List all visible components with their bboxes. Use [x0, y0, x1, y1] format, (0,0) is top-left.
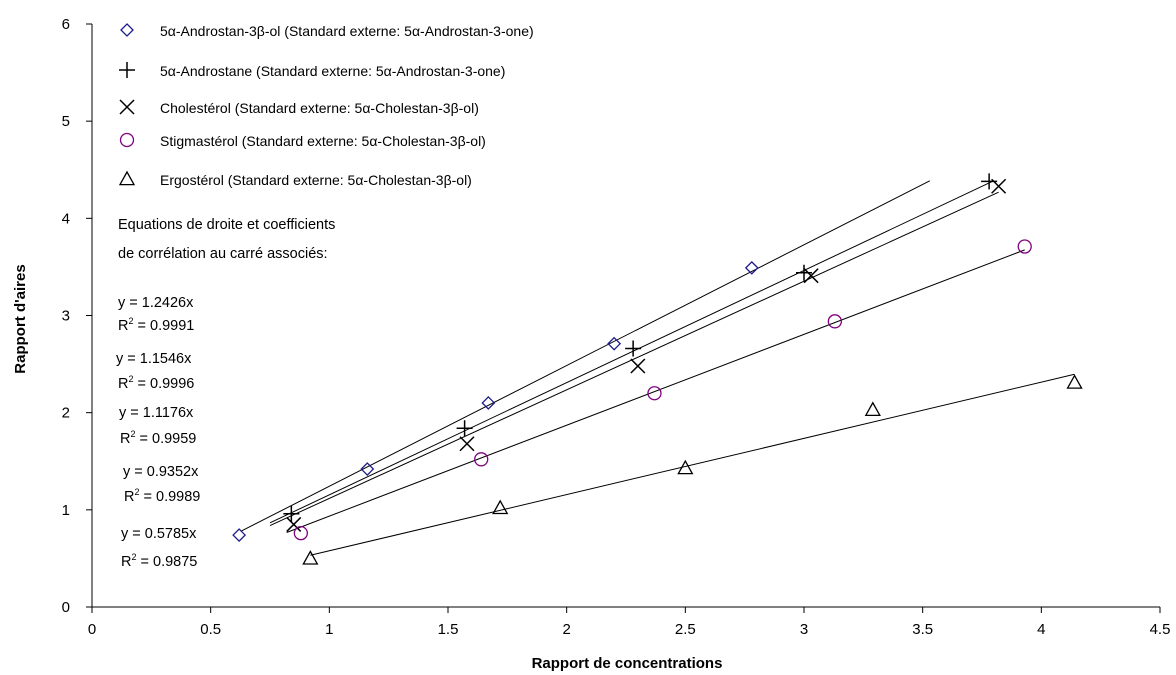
- legend-label: Ergostérol (Standard externe: 5α-Cholest…: [160, 172, 472, 188]
- x-tick-label: 2.5: [675, 621, 696, 638]
- x-tick-label: 4: [1037, 621, 1045, 638]
- cross-marker: [286, 516, 302, 532]
- equation-label: y = 1.1546x: [116, 351, 192, 367]
- plus-marker: [625, 340, 642, 357]
- cross-marker: [630, 358, 646, 374]
- equation-label: y = 0.5785x: [121, 526, 197, 542]
- r-squared-label: R2 = 0.9989: [124, 487, 200, 505]
- r-squared-label: R2 = 0.9991: [118, 316, 194, 334]
- x-tick-label: 4.5: [1150, 621, 1171, 638]
- triangle-marker: [118, 170, 136, 186]
- y-axis-title: Rapport d'aires: [12, 264, 29, 373]
- r-squared-label: R2 = 0.9875: [121, 552, 197, 570]
- cross-marker: [119, 99, 135, 115]
- y-tick-label: 0: [62, 599, 70, 616]
- x-tick-label: 0.5: [200, 621, 221, 638]
- circle-marker: [647, 386, 662, 401]
- diamond-marker: [360, 462, 375, 476]
- x-tick-label: 3: [800, 621, 808, 638]
- plus-marker: [796, 264, 812, 281]
- y-tick-label: 5: [62, 113, 70, 130]
- equation-annotations: Equations de droite et coefficients de co…: [116, 217, 335, 570]
- legend-label: 5α-Androstane (Standard externe: 5α-Andr…: [160, 63, 505, 79]
- legend-label: Stigmastérol (Standard externe: 5α-Chole…: [160, 133, 486, 149]
- diamond-marker: [120, 23, 134, 37]
- legend-label: Cholestérol (Standard externe: 5α-Choles…: [160, 100, 479, 116]
- circle-marker: [1017, 239, 1032, 254]
- trendline: [269, 180, 995, 524]
- cross-marker: [803, 268, 819, 284]
- plus-marker: [283, 505, 300, 522]
- annotation-header-line: Equations de droite et coefficients: [118, 217, 335, 233]
- diamond-marker: [232, 528, 247, 543]
- circle-marker: [827, 314, 843, 329]
- x-tick-label: 0: [88, 621, 96, 638]
- circle-marker: [293, 526, 309, 541]
- equation-label: y = 1.2426x: [118, 295, 194, 311]
- diamond-marker: [744, 260, 759, 275]
- equation-label: y = 0.9352x: [123, 464, 199, 480]
- x-tick-label: 3.5: [912, 621, 933, 638]
- plus-marker: [456, 420, 473, 437]
- y-tick-label: 1: [62, 502, 70, 519]
- trendline: [286, 249, 1025, 533]
- triangle-marker: [302, 550, 319, 565]
- y-tick-label: 6: [62, 16, 70, 33]
- legend-label: 5α-Androstan-3β-ol (Standard externe: 5α…: [160, 23, 534, 39]
- plus-marker: [119, 62, 135, 78]
- cross-marker: [459, 436, 475, 452]
- equation-label: y = 1.1176x: [119, 405, 194, 421]
- r-squared-label: R2 = 0.9959: [120, 429, 196, 447]
- triangle-marker: [677, 459, 694, 475]
- axes: 0 0.5 1 1.5 2 2.5 3 3.5 4 4.5 0 1 2 3 4 5 6: [62, 16, 1171, 638]
- y-tick-label: 3: [62, 308, 70, 325]
- y-tick-label: 4: [62, 210, 70, 227]
- fit-lines: [241, 180, 1075, 556]
- diamond-marker: [607, 336, 622, 351]
- triangle-marker: [492, 499, 509, 515]
- x-tick-label: 1.5: [438, 621, 459, 638]
- circle-marker: [119, 132, 135, 148]
- trendline: [310, 373, 1075, 556]
- x-axis-title: Rapport de concentrations: [532, 655, 723, 672]
- r-squared-label: R2 = 0.9996: [118, 374, 194, 392]
- x-tick-label: 2: [562, 621, 570, 638]
- cross-marker: [991, 178, 1007, 194]
- trendline: [269, 191, 999, 527]
- data-markers: [232, 173, 1083, 565]
- y-tick-label: 2: [62, 405, 70, 422]
- trendline: [241, 180, 931, 532]
- x-tick-label: 1: [325, 621, 333, 638]
- circle-marker: [474, 452, 489, 467]
- legend: 5α-Androstan-3β-ol (Standard externe: 5α…: [118, 23, 534, 188]
- diamond-marker: [481, 396, 496, 410]
- triangle-marker: [864, 401, 881, 417]
- annotation-header-line: de corrélation au carré associés:: [118, 246, 328, 262]
- triangle-marker: [1066, 374, 1083, 389]
